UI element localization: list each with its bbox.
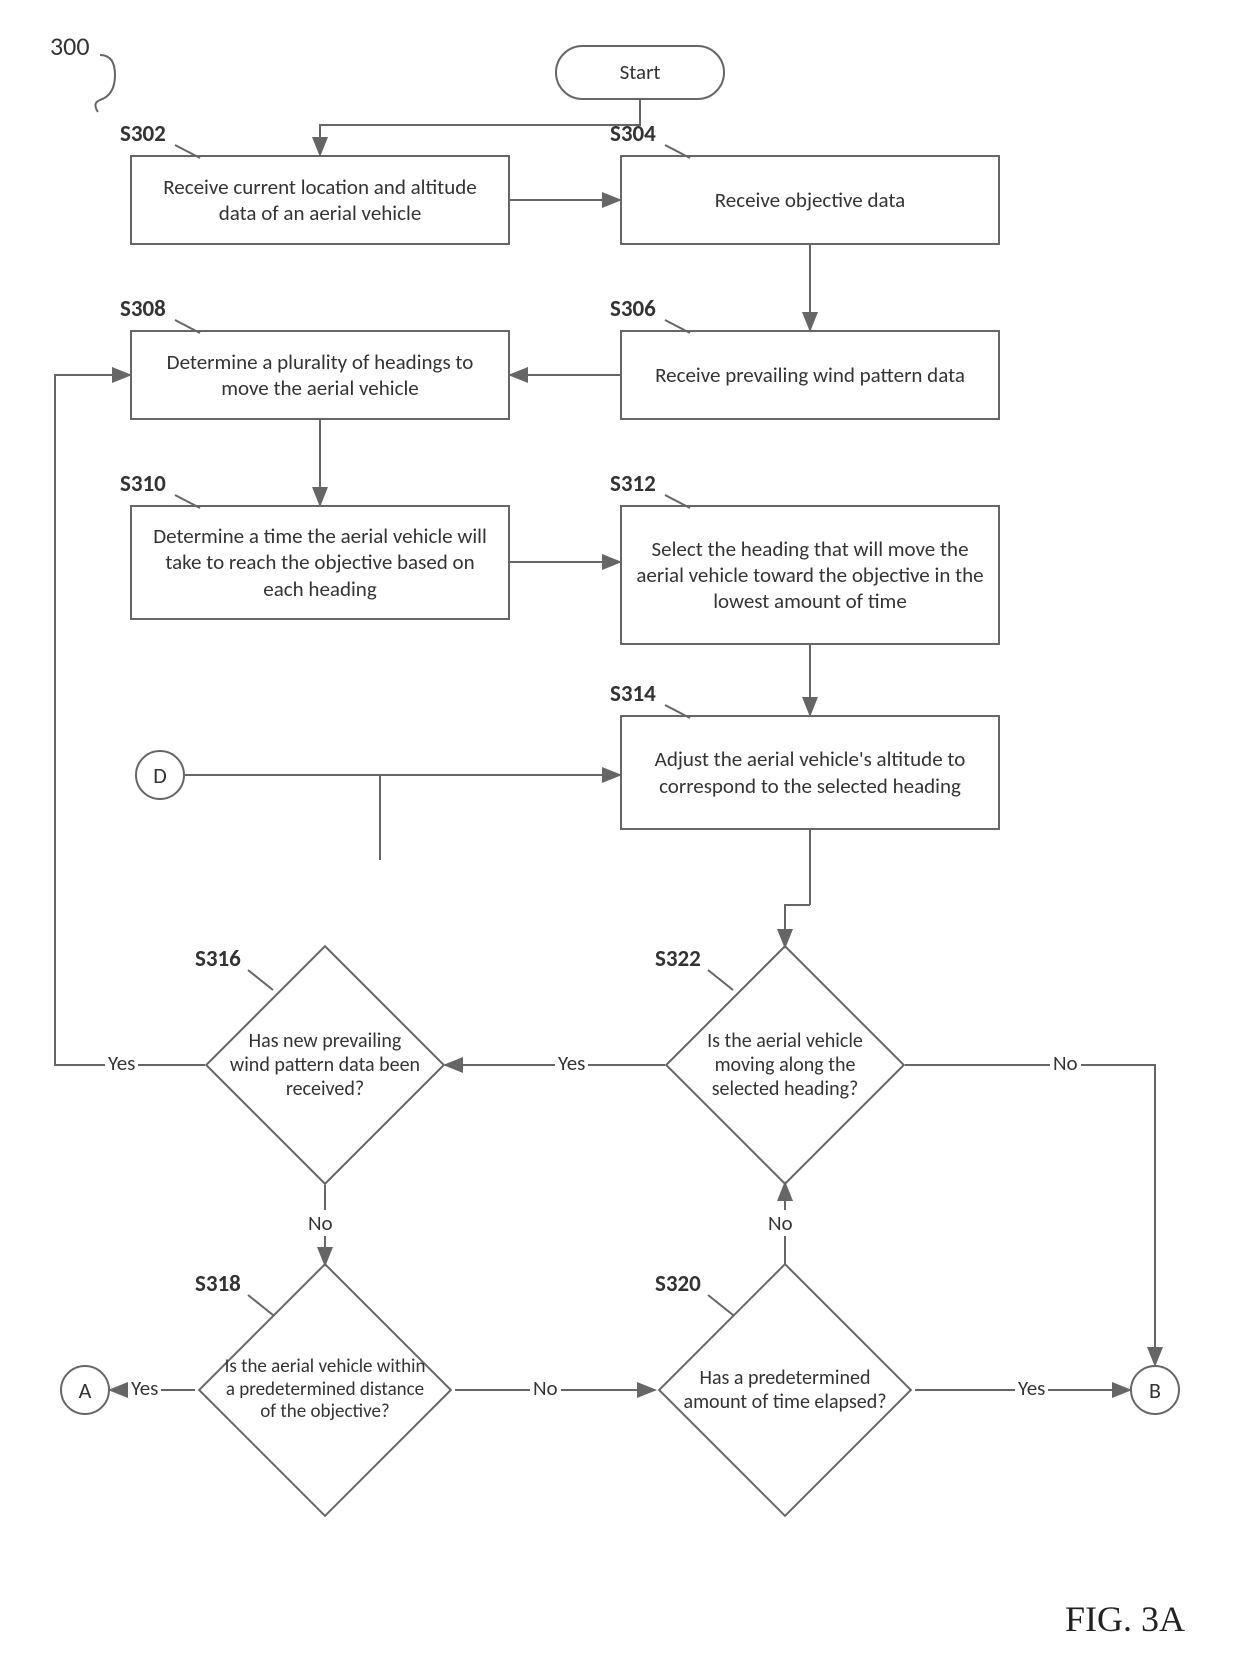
s320-text: Has a predetermined amount of time elaps… — [677, 1362, 893, 1418]
s312-box: Select the heading that will move the ae… — [620, 505, 1000, 645]
s310-label: S310 — [120, 470, 166, 498]
s318-text: Is the aerial vehicle within a predeterm… — [217, 1352, 433, 1428]
start-text: Start — [620, 59, 661, 85]
s302-box: Receive current location and altitude da… — [130, 155, 510, 245]
s322-decision: Is the aerial vehicle moving along the s… — [660, 940, 910, 1190]
s314-label: S314 — [610, 680, 656, 708]
start-terminator: Start — [555, 45, 725, 100]
connector-b: B — [1130, 1365, 1180, 1415]
s322-text: Is the aerial vehicle moving along the s… — [685, 1025, 885, 1105]
s320-decision: Has a predetermined amount of time elaps… — [650, 1255, 920, 1525]
s302-text: Receive current location and altitude da… — [144, 174, 496, 227]
s318-yes-label: Yes — [128, 1375, 161, 1401]
s304-box: Receive objective data — [620, 155, 1000, 245]
s318-no-label: No — [530, 1375, 561, 1401]
s302-label: S302 — [120, 120, 166, 148]
s312-text: Select the heading that will move the ae… — [634, 536, 986, 615]
s322-yes-label: Yes — [555, 1050, 588, 1076]
connector-a-text: A — [79, 1377, 92, 1404]
flowchart-arrows — [0, 0, 1240, 1680]
connector-a: A — [60, 1365, 110, 1415]
s322-no-label: No — [1050, 1050, 1081, 1076]
flowchart-canvas: 300 Start S302 Receive current location … — [0, 0, 1240, 1680]
figure-caption: FIG. 3A — [1065, 1598, 1185, 1640]
s316-yes-label: Yes — [105, 1050, 138, 1076]
s304-text: Receive objective data — [715, 187, 905, 213]
s314-text: Adjust the aerial vehicle's altitude to … — [634, 746, 986, 799]
s316-no-label: No — [305, 1210, 336, 1236]
s316-decision: Has new prevailing wind pattern data bee… — [200, 940, 450, 1190]
s314-box: Adjust the aerial vehicle's altitude to … — [620, 715, 1000, 830]
connector-d: D — [135, 750, 185, 800]
connector-d-text: D — [153, 762, 167, 789]
s320-yes-label: Yes — [1015, 1375, 1048, 1401]
s308-text: Determine a plurality of headings to mov… — [144, 349, 496, 402]
s304-label: S304 — [610, 120, 656, 148]
s316-text: Has new prevailing wind pattern data bee… — [225, 1025, 425, 1105]
figure-ref-number: 300 — [50, 30, 90, 62]
s308-box: Determine a plurality of headings to mov… — [130, 330, 510, 420]
s318-decision: Is the aerial vehicle within a predeterm… — [190, 1255, 460, 1525]
connector-b-text: B — [1149, 1377, 1161, 1404]
s310-box: Determine a time the aerial vehicle will… — [130, 505, 510, 620]
s310-text: Determine a time the aerial vehicle will… — [144, 523, 496, 602]
s320-no-label: No — [765, 1210, 796, 1236]
s306-box: Receive prevailing wind pattern data — [620, 330, 1000, 420]
s306-label: S306 — [610, 295, 656, 323]
s312-label: S312 — [610, 470, 656, 498]
s306-text: Receive prevailing wind pattern data — [655, 362, 965, 388]
s308-label: S308 — [120, 295, 166, 323]
